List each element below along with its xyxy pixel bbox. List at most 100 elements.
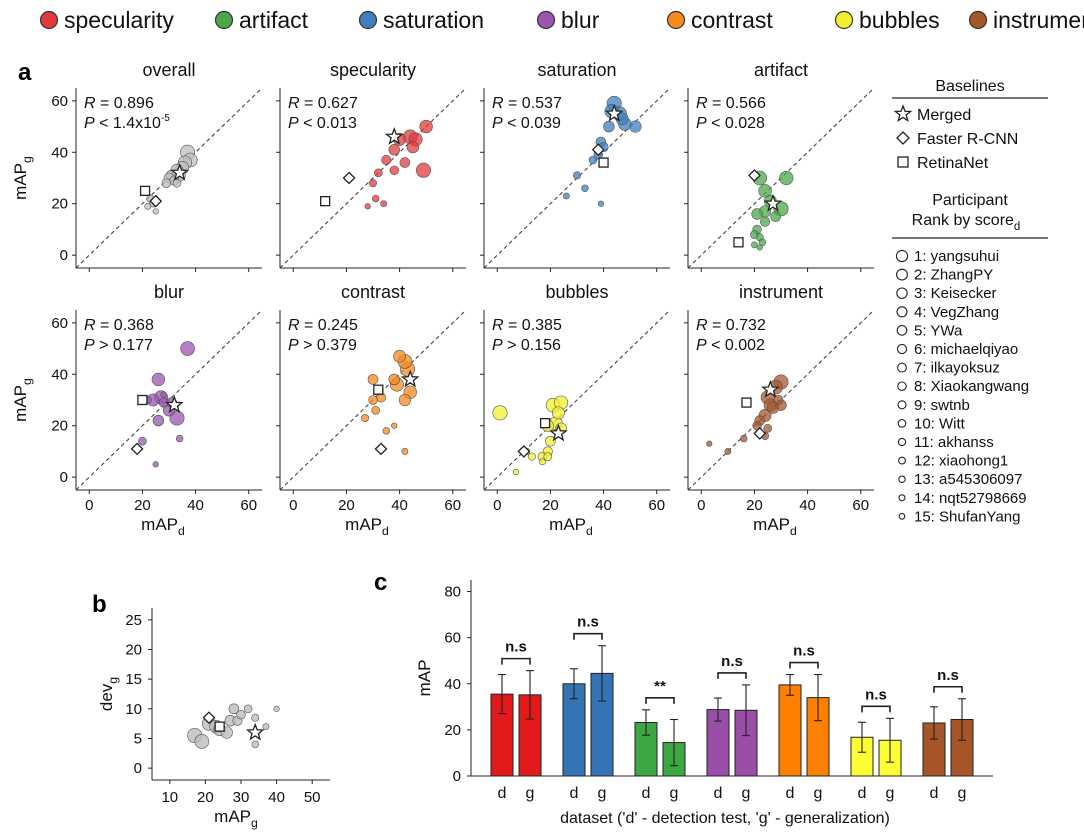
participant-point	[383, 427, 390, 434]
significance-bracket	[862, 706, 890, 712]
bar-category-label: d	[642, 785, 651, 802]
x-axis-label-sub: d	[178, 524, 185, 538]
participant-point	[598, 201, 604, 207]
x-tick-label: 60	[648, 497, 665, 514]
legend-merged-icon	[895, 106, 910, 121]
p-symbol: P	[696, 115, 707, 132]
p-text: < 0.002	[707, 337, 765, 354]
x-axis-label-base: mAP	[345, 515, 382, 534]
participant-point	[603, 121, 614, 132]
p-symbol: P	[288, 115, 299, 132]
p-value: P < 0.028	[696, 115, 765, 132]
x-tick-label: 0	[289, 497, 297, 514]
r-value: R = 0.368	[84, 317, 154, 334]
legend-label-bubbles: bubbles	[859, 7, 940, 33]
legend-retina-icon	[898, 157, 908, 167]
y-tick-label: 20	[125, 642, 142, 659]
y-axis-label: devg	[97, 677, 120, 711]
y-tick-label: 20	[51, 418, 68, 435]
participant-point	[372, 406, 380, 414]
bar-category-label: d	[570, 785, 579, 802]
retinanet-marker	[321, 197, 330, 206]
participant-point	[263, 724, 269, 730]
p-text: > 0.156	[503, 337, 561, 354]
legend-marker-instrument	[970, 12, 987, 29]
participant-point	[706, 441, 712, 447]
participant-point	[399, 394, 411, 406]
participant-point	[153, 461, 159, 467]
y-tick-label: 60	[444, 630, 461, 647]
participant-point	[513, 469, 519, 475]
x-tick-label: 50	[304, 789, 321, 806]
x-tick-label: 60	[240, 497, 257, 514]
y-tick-label: 10	[125, 701, 142, 718]
r-text: = 0.732	[708, 317, 766, 334]
y-axis-label: mAPg	[11, 378, 34, 422]
r-value: R = 0.732	[696, 317, 766, 334]
participant-point	[390, 166, 399, 175]
participant-label: 10: Witt	[914, 415, 966, 432]
y-axis-label-sub: g	[20, 378, 34, 385]
x-axis-label-sub: d	[382, 524, 389, 538]
merged-marker	[248, 725, 263, 739]
participant-point	[416, 163, 430, 177]
rank-title-base: Rank by score	[912, 212, 1014, 229]
y-tick-label: 80	[444, 584, 461, 601]
y-axis-label-base: dev	[97, 683, 116, 711]
participant-point	[740, 435, 747, 442]
subplot-title: artifact	[754, 60, 808, 80]
participant-label: 11: akhanss	[914, 434, 994, 451]
rank-title-sub: d	[1014, 221, 1020, 233]
subplot-title: blur	[154, 282, 184, 302]
y-tick-label: 60	[51, 93, 68, 110]
bar-category-label: g	[670, 785, 679, 802]
participant-point	[757, 245, 763, 251]
participant-marker	[897, 326, 907, 336]
participant-point	[372, 195, 379, 202]
participant-marker	[899, 514, 905, 520]
x-axis-label-base: mAP	[214, 807, 251, 826]
y-axis-label-base: mAP	[11, 385, 30, 422]
p-value: P < 0.039	[492, 115, 561, 132]
participant-point	[493, 406, 507, 420]
x-axis-label-sub: d	[790, 524, 797, 538]
r-symbol: R	[288, 95, 300, 112]
participant-marker	[898, 401, 906, 409]
y-axis-label: mAP	[415, 660, 434, 697]
legend-label-blur: blur	[561, 7, 600, 33]
participant-point	[162, 179, 171, 188]
participant-point	[361, 414, 368, 421]
r-symbol: R	[696, 317, 708, 334]
legend-marker-blur	[538, 12, 555, 29]
r-text: = 0.566	[708, 95, 766, 112]
y-tick-label: 40	[51, 144, 68, 161]
y-tick-label: 60	[51, 315, 68, 332]
legend-label-instrument: instrument	[993, 7, 1084, 33]
participant-point	[274, 706, 280, 712]
participant-label: 9: swtnb	[914, 397, 970, 414]
x-axis-label-base: mAP	[549, 515, 586, 534]
participant-label: 1: yangsuhui	[914, 248, 999, 265]
x-tick-label: 0	[493, 497, 501, 514]
retinanet-marker	[541, 419, 550, 428]
participant-label: 2: ZhangPY	[914, 267, 993, 284]
r-symbol: R	[288, 317, 300, 334]
participant-point	[369, 179, 376, 186]
participant-point	[252, 714, 259, 721]
participant-point	[152, 373, 165, 386]
y-axis-label: mAPg	[11, 156, 34, 200]
participant-point	[582, 185, 589, 192]
participant-point	[252, 741, 259, 748]
p-symbol: P	[288, 337, 299, 354]
significance-label: n.s	[721, 653, 743, 670]
